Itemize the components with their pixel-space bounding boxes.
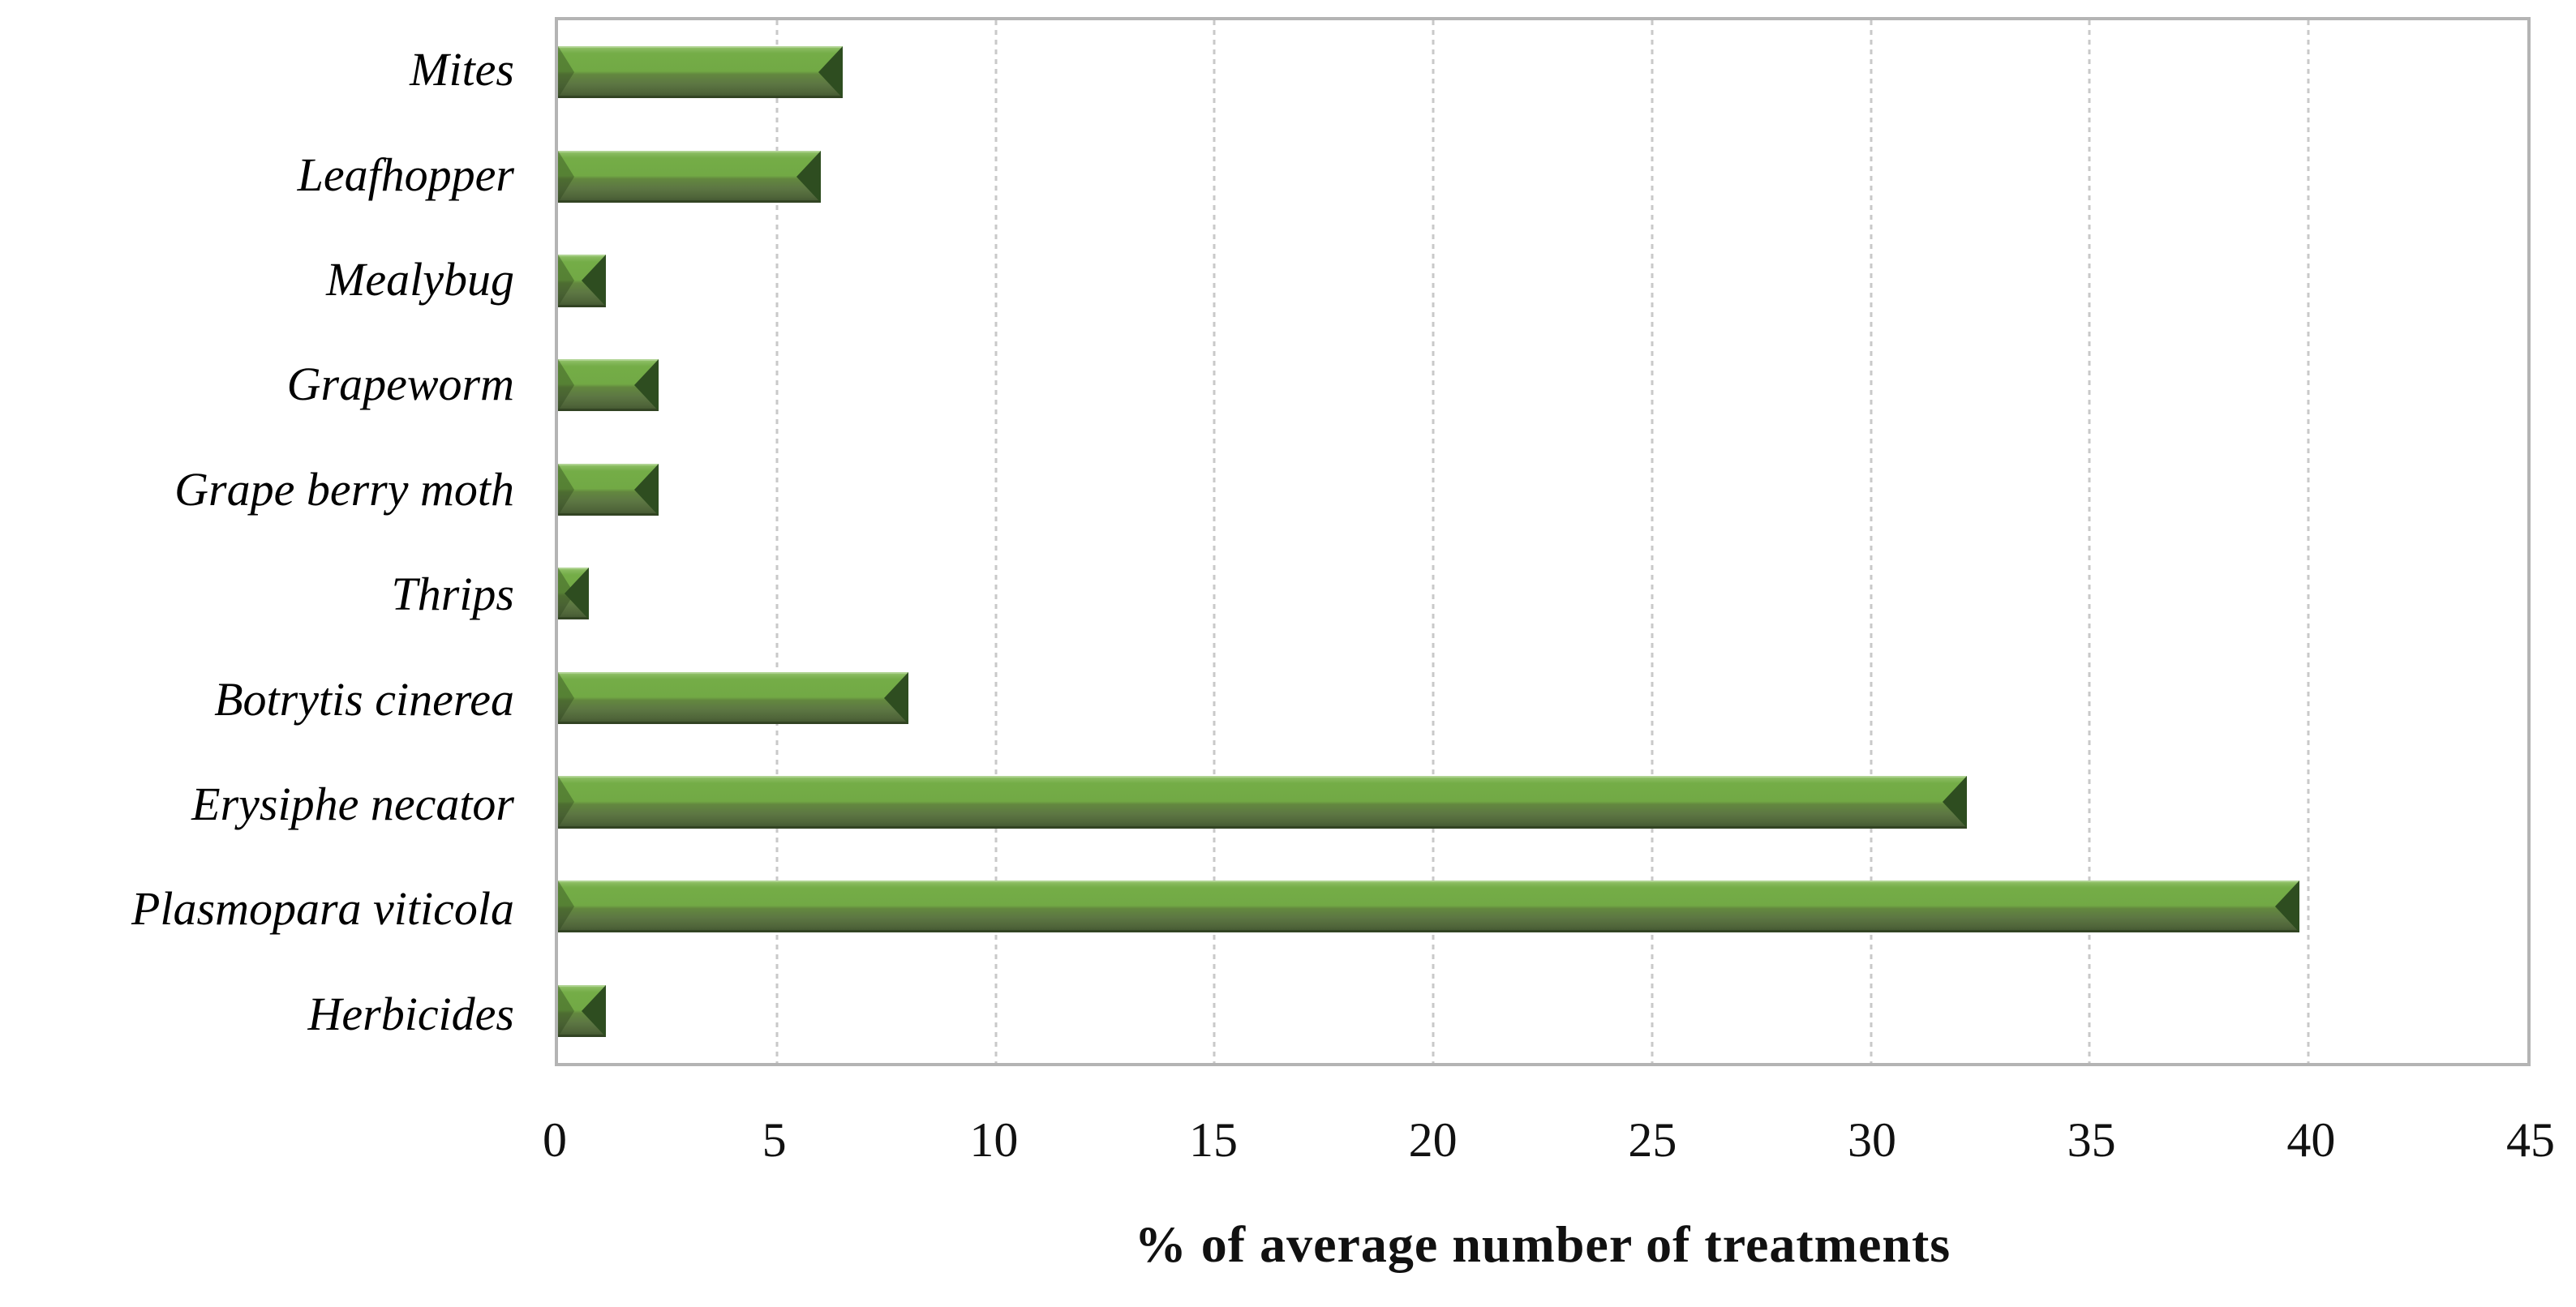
plot-area [555,17,2531,1066]
category-label-thrips: Thrips [391,568,514,621]
bar-mealybug [558,255,607,307]
x-tick-0: 0 [543,1113,567,1167]
category-label-grapeworm: Grapeworm [286,358,514,411]
bar-mites [558,46,843,99]
bar-series [558,20,2527,1063]
category-label-botrytis-cinerea: Botrytis cinerea [214,672,514,726]
bar-botrytis-cinerea [558,671,908,725]
x-tick-15: 15 [1189,1113,1238,1167]
gridline-35 [2088,20,2091,1063]
x-axis-ticks: 0 5 10 15 20 25 30 35 40 45 [543,1112,2555,1177]
gridline-15 [1213,20,1216,1063]
x-tick-25: 25 [1628,1113,1677,1167]
x-tick-30: 30 [1848,1113,1896,1167]
x-tick-35: 35 [2067,1113,2116,1167]
category-label-herbicides: Herbicides [307,987,515,1040]
category-label-mites: Mites [410,43,514,96]
gridline-10 [994,20,998,1063]
category-label-plasmopara-viticola: Plasmopara viticola [131,882,514,936]
x-tick-5: 5 [762,1113,787,1167]
category-label-grape-berry-moth: Grape berry moth [174,462,514,516]
gridline-40 [2307,20,2310,1063]
x-tick-45: 45 [2506,1113,2555,1167]
gridline-5 [775,20,779,1063]
x-tick-10: 10 [969,1113,1019,1167]
category-axis: Mites Leafhopper Mealybug Grapeworm Grape be… [0,17,535,1066]
bar-grape-berry-moth [558,463,659,516]
category-label-mealybug: Mealybug [326,252,514,306]
category-label-erysiphe-necator: Erysiphe necator [191,777,514,830]
gridline-25 [1651,20,1654,1063]
bar-thrips [558,568,589,620]
category-label-leafhopper: Leafhopper [297,148,514,201]
bar-erysiphe-necator [558,776,1968,829]
x-tick-20: 20 [1408,1113,1458,1167]
bar-herbicides [558,984,607,1037]
gridline-30 [1870,20,1873,1063]
bar-grapeworm [558,358,659,412]
bar-leafhopper [558,150,821,204]
bar-plasmopara-viticola [558,880,2300,933]
gridline-20 [1432,20,1435,1063]
x-axis-title: % of average number of treatments [1134,1215,1951,1273]
x-tick-40: 40 [2286,1113,2336,1167]
